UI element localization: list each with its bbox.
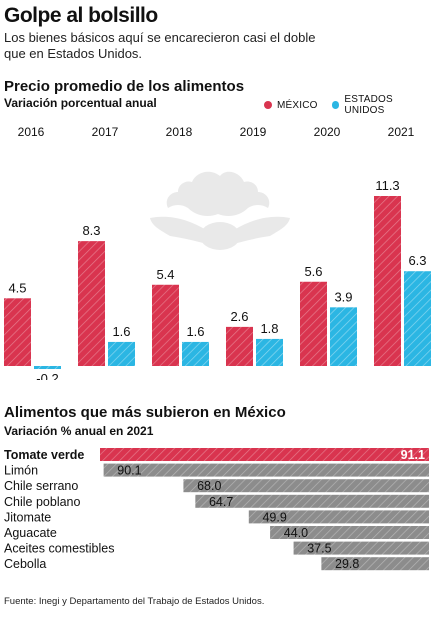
- category-label-chile-serrano: Chile serrano: [4, 479, 78, 493]
- value-label-jitomate: 49.9: [262, 510, 286, 524]
- chart1-subtitle: Variación porcentual anual: [4, 96, 157, 110]
- chart2-plot: Tomate verde 91.1 Limón 90.1 Chile serrano 68…: [4, 448, 429, 571]
- category-label-jitomate: Jitomate: [4, 510, 51, 524]
- legend-swatch-mexico: [264, 101, 272, 109]
- legend-label-mexico: MÉXICO: [277, 99, 318, 111]
- value-label-usa-2016: -0.2: [36, 371, 58, 380]
- category-label-aceites-comestibles: Aceites comestibles: [4, 542, 114, 556]
- chart1-title: Precio promedio de los alimentos: [4, 78, 245, 95]
- chart2-subtitle: Variación % anual en 2021: [4, 424, 154, 438]
- value-label-usa-2017: 1.6: [112, 324, 130, 339]
- category-label-chile-poblano: Chile poblano: [4, 495, 80, 509]
- value-label-chile-poblano: 64.7: [209, 495, 233, 509]
- x-tick-label-2020: 2020: [314, 125, 341, 139]
- value-label-cebolla: 29.8: [335, 557, 359, 571]
- legend-label-usa: ESTADOS UNIDOS: [344, 94, 393, 116]
- x-tick-label-2016: 2016: [18, 125, 45, 139]
- source-note: Fuente: Inegi y Departamento del Trabajo…: [4, 596, 265, 607]
- subtitle-line-1: Los bienes básicos aquí se encarecieron …: [4, 30, 316, 45]
- chart2-title: Alimentos que más subieron en México: [4, 404, 286, 421]
- bar-usa-2019: [256, 338, 283, 366]
- legend-item-mexico: MÉXICO: [264, 100, 318, 111]
- category-label-tomate-verde: Tomate verde: [4, 448, 84, 462]
- page-title: Golpe al bolsillo: [4, 4, 158, 27]
- x-tick-label-2017: 2017: [92, 125, 119, 139]
- value-label-usa-2018: 1.6: [186, 324, 204, 339]
- bar-mexico-2016: [4, 298, 31, 366]
- x-tick-label-2018: 2018: [166, 125, 193, 139]
- category-label-limon: Limón: [4, 464, 38, 478]
- bar-mexico-2020: [300, 281, 327, 366]
- bar-mexico-2018: [152, 284, 179, 366]
- hbar-chile-poblano: [195, 494, 429, 508]
- chart1-legend: MÉXICO ESTADOS UNIDOS: [264, 94, 433, 116]
- bar-usa-2017: [108, 341, 135, 366]
- bar-usa-2016: [34, 366, 61, 370]
- subtitle-line-2: que en Estados Unidos.: [4, 46, 143, 61]
- value-label-chile-serrano: 68.0: [197, 479, 221, 493]
- bar-usa-2020: [330, 307, 357, 366]
- bar-usa-2018: [182, 341, 209, 366]
- x-tick-label-2021: 2021: [388, 125, 415, 139]
- legend-item-usa: ESTADOS UNIDOS: [331, 94, 433, 116]
- value-label-mexico-2016: 4.5: [8, 280, 26, 295]
- value-label-usa-2021: 6.3: [408, 253, 426, 268]
- bar-mexico-2017: [78, 241, 105, 366]
- legend-swatch-usa: [331, 101, 340, 109]
- category-label-cebolla: Cebolla: [4, 557, 46, 571]
- value-label-aceites-comestibles: 37.5: [307, 542, 331, 556]
- x-tick-label-2019: 2019: [240, 125, 267, 139]
- eagle-emblem-watermark: [150, 171, 290, 250]
- hbar-cebolla: [321, 557, 429, 571]
- value-label-usa-2019: 1.8: [260, 321, 278, 336]
- hbar-chile-serrano: [183, 479, 429, 493]
- value-label-usa-2020: 3.9: [334, 289, 352, 304]
- hbar-tomate-verde: [100, 448, 429, 461]
- value-label-mexico-2019: 2.6: [230, 309, 248, 324]
- bar-mexico-2021: [374, 196, 401, 366]
- value-label-mexico-2018: 5.4: [156, 267, 174, 282]
- bar-mexico-2019: [226, 326, 253, 366]
- hbar-jitomate: [248, 510, 429, 524]
- hbar-limon: [103, 463, 429, 477]
- value-label-mexico-2020: 5.6: [304, 264, 322, 279]
- hbar-aceites-comestibles: [293, 541, 429, 555]
- chart1-plot: 2016 4.5 -0.2 2017 8.3 1.6 2018 5.4 1.6 2019 2.6 1.…: [4, 125, 431, 380]
- category-label-aguacate: Aguacate: [4, 526, 57, 540]
- value-label-mexico-2021: 11.3: [375, 178, 399, 193]
- bar-usa-2021: [404, 271, 431, 366]
- value-label-limon: 90.1: [117, 464, 141, 478]
- value-label-aguacate: 44.0: [284, 526, 308, 540]
- value-label-mexico-2017: 8.3: [82, 223, 100, 238]
- hbar-aguacate: [270, 526, 429, 539]
- value-label-tomate-verde: 91.1: [401, 448, 425, 462]
